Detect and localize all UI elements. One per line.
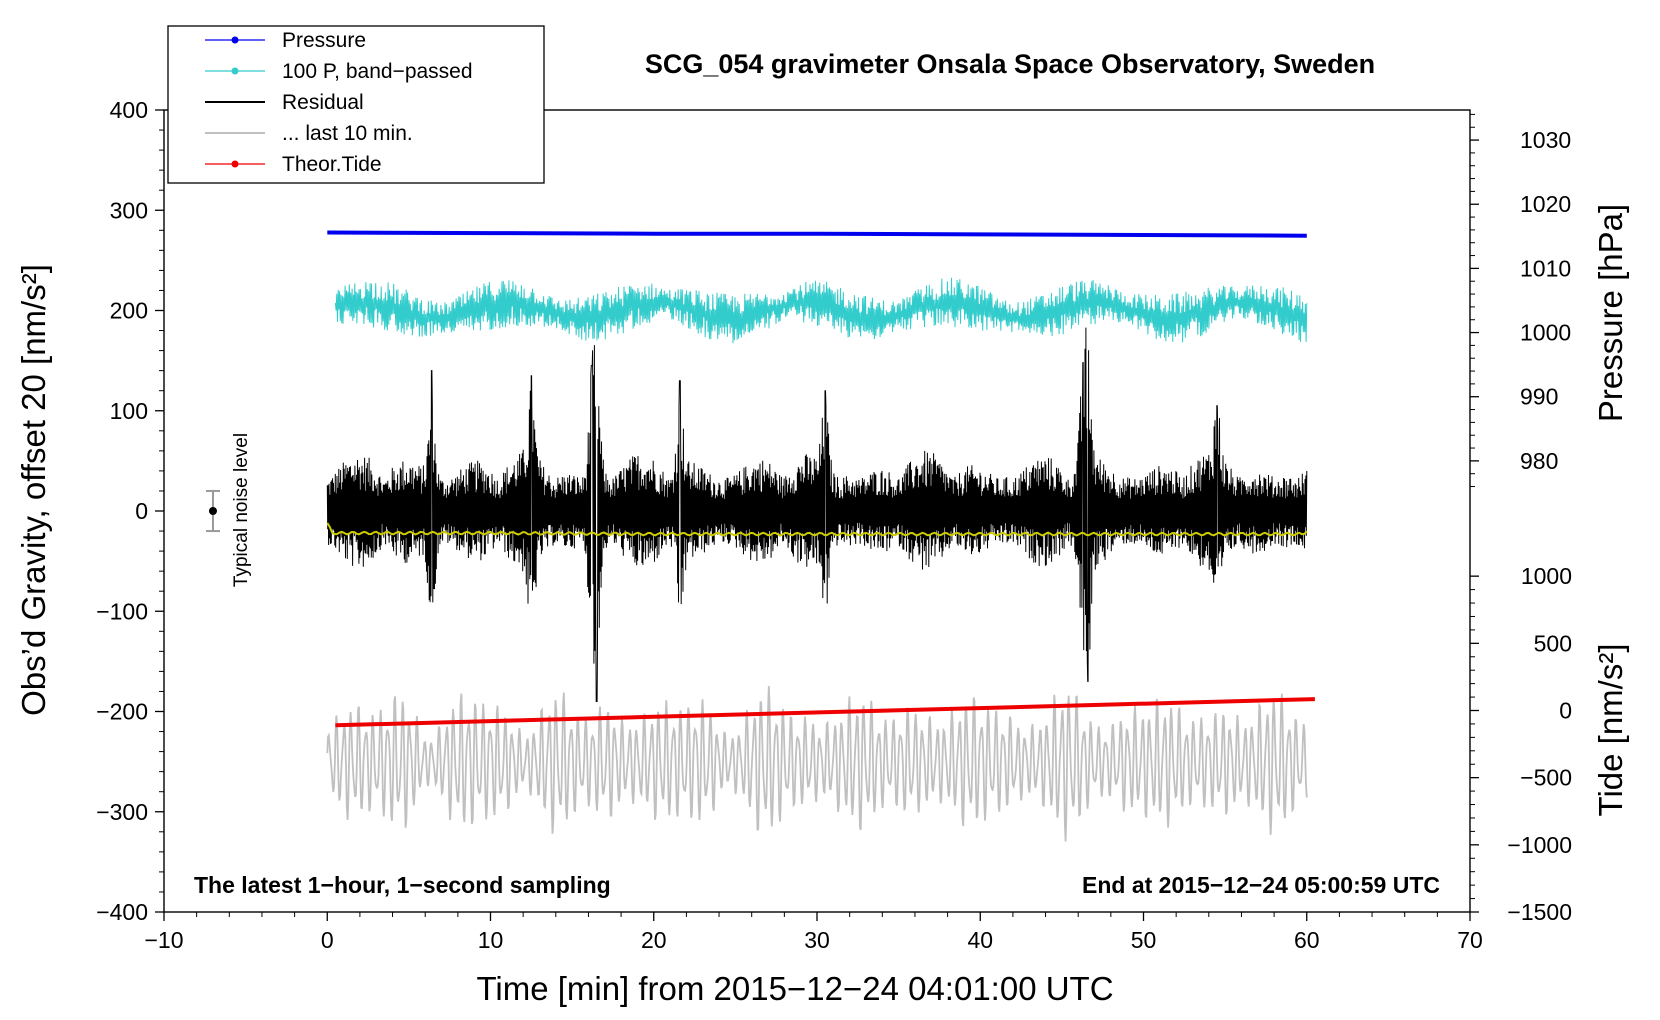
series-pressure [327, 230, 1307, 238]
legend-swatch-dot [231, 36, 239, 44]
y-tick-label: 400 [110, 97, 148, 123]
series-residual [326, 327, 1308, 702]
y-tick-label: 100 [110, 398, 148, 424]
tide-tick-label: 1000 [1521, 563, 1572, 589]
legend-label: Theor.Tide [282, 153, 382, 176]
x-tick-label: 70 [1457, 927, 1483, 953]
legend-label: Pressure [282, 29, 366, 52]
pressure-tick-label: 1020 [1520, 191, 1571, 217]
y-tick-label: −300 [96, 799, 148, 825]
pressure-tick-label: 990 [1520, 384, 1558, 410]
axes-layer: −10 0 10 20 30 40 50 60 704003002001000−100−200−… [96, 97, 1572, 953]
annotation-end-time: End at 2015−12−24 05:00:59 UTC [1082, 872, 1440, 898]
legend-label: ... last 10 min. [282, 122, 413, 145]
noise-bar-dot [208, 507, 217, 515]
legend-box [167, 25, 545, 184]
y-axis-label: Obs’d Gravity, offset 20 [nm/s²] [15, 264, 52, 716]
data-layer [205, 230, 1315, 842]
legend-swatch-dot [231, 160, 239, 168]
x-tick-label: 0 [321, 927, 334, 953]
legend: Pressure 100 P, band−passed Residual ... la… [167, 25, 545, 184]
series-smoothed-residual [326, 522, 1308, 537]
pressure-tick-label: 980 [1520, 448, 1558, 474]
pressure-axis-label: Pressure [hPa] [1592, 204, 1629, 422]
series-last-10-min [326, 686, 1308, 842]
x-tick-label: 30 [804, 927, 830, 953]
pressure-tick-label: 1000 [1520, 320, 1571, 346]
x-tick-label: −10 [144, 927, 183, 953]
y-tick-label: 200 [110, 298, 148, 324]
legend-swatch-dot [231, 67, 239, 75]
y-tick-label: 0 [135, 498, 148, 524]
y-tick-label: 300 [110, 197, 148, 223]
y-tick-label: −200 [96, 699, 148, 725]
noise-level-label: Typical noise level [231, 433, 252, 587]
x-tick-label: 40 [967, 927, 993, 953]
x-axis-label: Time [min] from 2015−12−24 04:01:00 UTC [476, 970, 1113, 1007]
x-tick-label: 10 [478, 927, 504, 953]
tide-tick-label: −1500 [1507, 899, 1572, 925]
chart-title: SCG_054 gravimeter Onsala Space Observat… [645, 49, 1375, 79]
x-tick-label: 20 [641, 927, 667, 953]
x-tick-label: 50 [1131, 927, 1157, 953]
tide-tick-label: 500 [1534, 630, 1572, 656]
pressure-tick-label: 1010 [1520, 255, 1571, 281]
tide-axis-label: Tide [nm/s²] [1592, 644, 1629, 817]
y-tick-label: −400 [96, 899, 148, 925]
pressure-tick-label: 1030 [1520, 127, 1571, 153]
series-theor-tide [335, 697, 1315, 728]
series-band-passed [334, 277, 1308, 344]
annotation-sampling: The latest 1−hour, 1−second sampling [194, 872, 611, 898]
legend-label: Residual [282, 91, 364, 114]
tide-tick-label: −500 [1520, 765, 1572, 791]
x-tick-label: 60 [1294, 927, 1320, 953]
y-tick-label: −100 [96, 598, 148, 624]
tide-tick-label: −1000 [1507, 832, 1572, 858]
tide-tick-label: 0 [1559, 697, 1572, 723]
legend-label: 100 P, band−passed [282, 60, 473, 83]
